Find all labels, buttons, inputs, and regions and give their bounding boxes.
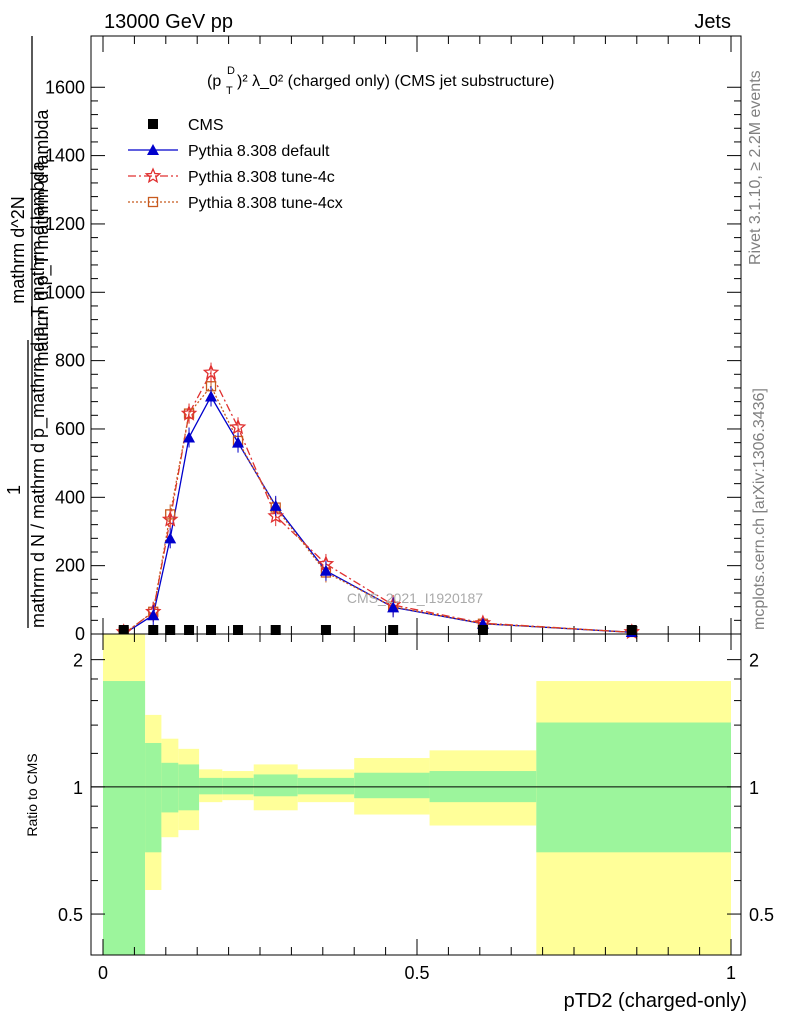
data-point bbox=[477, 625, 488, 635]
data-point bbox=[205, 390, 218, 402]
ratio-inner-band bbox=[178, 764, 200, 811]
data-point bbox=[118, 625, 129, 635]
y-tick-label: 1000 bbox=[45, 282, 85, 302]
main-y-ticks: 0 200 400 600 800 1000 1200 1400 1600 bbox=[45, 77, 741, 644]
watermark: CMS_2021_I1920187 bbox=[347, 590, 483, 606]
legend-label: Pythia 8.308 tune-4c bbox=[188, 169, 335, 186]
data-point bbox=[232, 436, 245, 448]
ratio-inner-band bbox=[199, 777, 223, 795]
legend-label: Pythia 8.308 default bbox=[188, 143, 330, 160]
legend-marker bbox=[147, 196, 159, 208]
data-point bbox=[233, 625, 244, 635]
ratio-x-ticks: 0 0.5 1 bbox=[98, 634, 736, 983]
y-label-numerator-top: mathrm d^2N bbox=[8, 196, 28, 303]
data-point bbox=[148, 625, 159, 635]
ratio-inner-band bbox=[145, 742, 162, 853]
main-panel: 0 200 400 600 800 1000 1200 1400 1600 CMS_2021_I… bbox=[4, 35, 742, 644]
header-right: Jets bbox=[694, 11, 731, 33]
data-point bbox=[183, 431, 196, 443]
main-y-label: mathrm d^2N mathrm d p_T mathrm d lambda… bbox=[4, 36, 53, 628]
ratio-inner-band bbox=[354, 772, 430, 799]
data-point bbox=[165, 625, 176, 635]
y-label-one: 1 bbox=[4, 485, 24, 495]
y-tick-label: 600 bbox=[55, 419, 85, 439]
plot-title: (p D T )² λ_0² (charged only) (CMS jet s… bbox=[207, 65, 554, 97]
legend-label: CMS bbox=[188, 117, 224, 134]
ratio-inner-band bbox=[161, 762, 179, 813]
ratio-y-tick-label: 1 bbox=[73, 778, 83, 798]
title-open: (p bbox=[207, 73, 221, 90]
main-series bbox=[115, 362, 640, 640]
data-point bbox=[626, 625, 637, 635]
data-point bbox=[319, 564, 332, 576]
y-tick-label: 0 bbox=[75, 624, 85, 644]
y-tick-label: 1600 bbox=[45, 77, 85, 97]
data-point bbox=[387, 601, 400, 613]
ratio-inner-band bbox=[297, 777, 355, 795]
header-left: 13000 GeV pp bbox=[104, 11, 233, 33]
data-point bbox=[202, 363, 220, 380]
side-text-top: Rivet 3.1.10, ≥ 2.2M events bbox=[747, 70, 764, 265]
data-point bbox=[184, 625, 195, 635]
ratio-inner-band bbox=[253, 774, 298, 797]
data-point bbox=[388, 625, 399, 635]
ratio-y-ticks: 0.5 0.5 1 1 2 2 bbox=[58, 651, 774, 925]
data-point bbox=[320, 625, 331, 635]
data-point bbox=[147, 609, 160, 621]
series-line bbox=[123, 371, 632, 635]
ratio-inner-band bbox=[536, 722, 731, 853]
y-label-denominator-top: mathrm d p_T mathrm d lambda bbox=[32, 109, 53, 367]
data-point bbox=[206, 625, 217, 635]
y-tick-label: 400 bbox=[55, 487, 85, 507]
title-sup-d: D bbox=[227, 65, 235, 77]
title-rest: )² λ_0² (charged only) (CMS jet substruc… bbox=[237, 73, 554, 90]
ratio-y-tick-label-right: 1 bbox=[749, 778, 759, 798]
x-axis-label: pTD2 (charged-only) bbox=[564, 990, 747, 1012]
legend-label: Pythia 8.308 tune-4cx bbox=[188, 195, 343, 212]
y-tick-label: 200 bbox=[55, 556, 85, 576]
ratio-frame bbox=[90, 633, 742, 956]
x-tick-label: 0.5 bbox=[404, 963, 429, 983]
y-tick-label: 1200 bbox=[45, 214, 85, 234]
ratio-inner-band bbox=[222, 777, 254, 795]
ratio-y-tick-label-right: 2 bbox=[749, 651, 759, 671]
data-point bbox=[267, 507, 285, 524]
data-point bbox=[180, 404, 198, 421]
ratio-y-tick-label-right: 0.5 bbox=[749, 905, 774, 925]
ratio-y-label: Ratio to CMS bbox=[24, 753, 40, 836]
legend-marker bbox=[147, 144, 159, 155]
x-tick-label: 1 bbox=[726, 963, 736, 983]
data-point bbox=[269, 499, 282, 511]
data-point bbox=[229, 418, 247, 435]
ratio-panel: 0.5 0.51 12 2 0 0.5 1 Ratio to CMS pTD2 (char… bbox=[24, 633, 774, 1012]
ratio-bands bbox=[103, 634, 731, 955]
ratio-y-tick-label: 2 bbox=[73, 651, 83, 671]
y-label-denominator: mathrm d N / mathrm d p_mathrm d p_T mat… bbox=[28, 160, 49, 628]
legend-marker bbox=[144, 167, 162, 184]
data-point bbox=[161, 510, 179, 527]
legend-marker bbox=[148, 119, 158, 129]
y-tick-label: 1400 bbox=[45, 146, 85, 166]
side-text-bottom: mcplots.cern.ch [arXiv:1306.3436] bbox=[751, 388, 768, 630]
x-tick-label: 0 bbox=[98, 963, 108, 983]
title-sub-t: T bbox=[226, 85, 233, 97]
legend: CMS Pythia 8.308 default Pythia 8.308 tune… bbox=[128, 117, 343, 212]
data-point bbox=[164, 532, 177, 544]
ratio-y-tick-label: 0.5 bbox=[58, 905, 83, 925]
y-tick-label: 800 bbox=[55, 351, 85, 371]
data-point bbox=[270, 625, 281, 635]
ratio-inner-band bbox=[103, 681, 146, 955]
